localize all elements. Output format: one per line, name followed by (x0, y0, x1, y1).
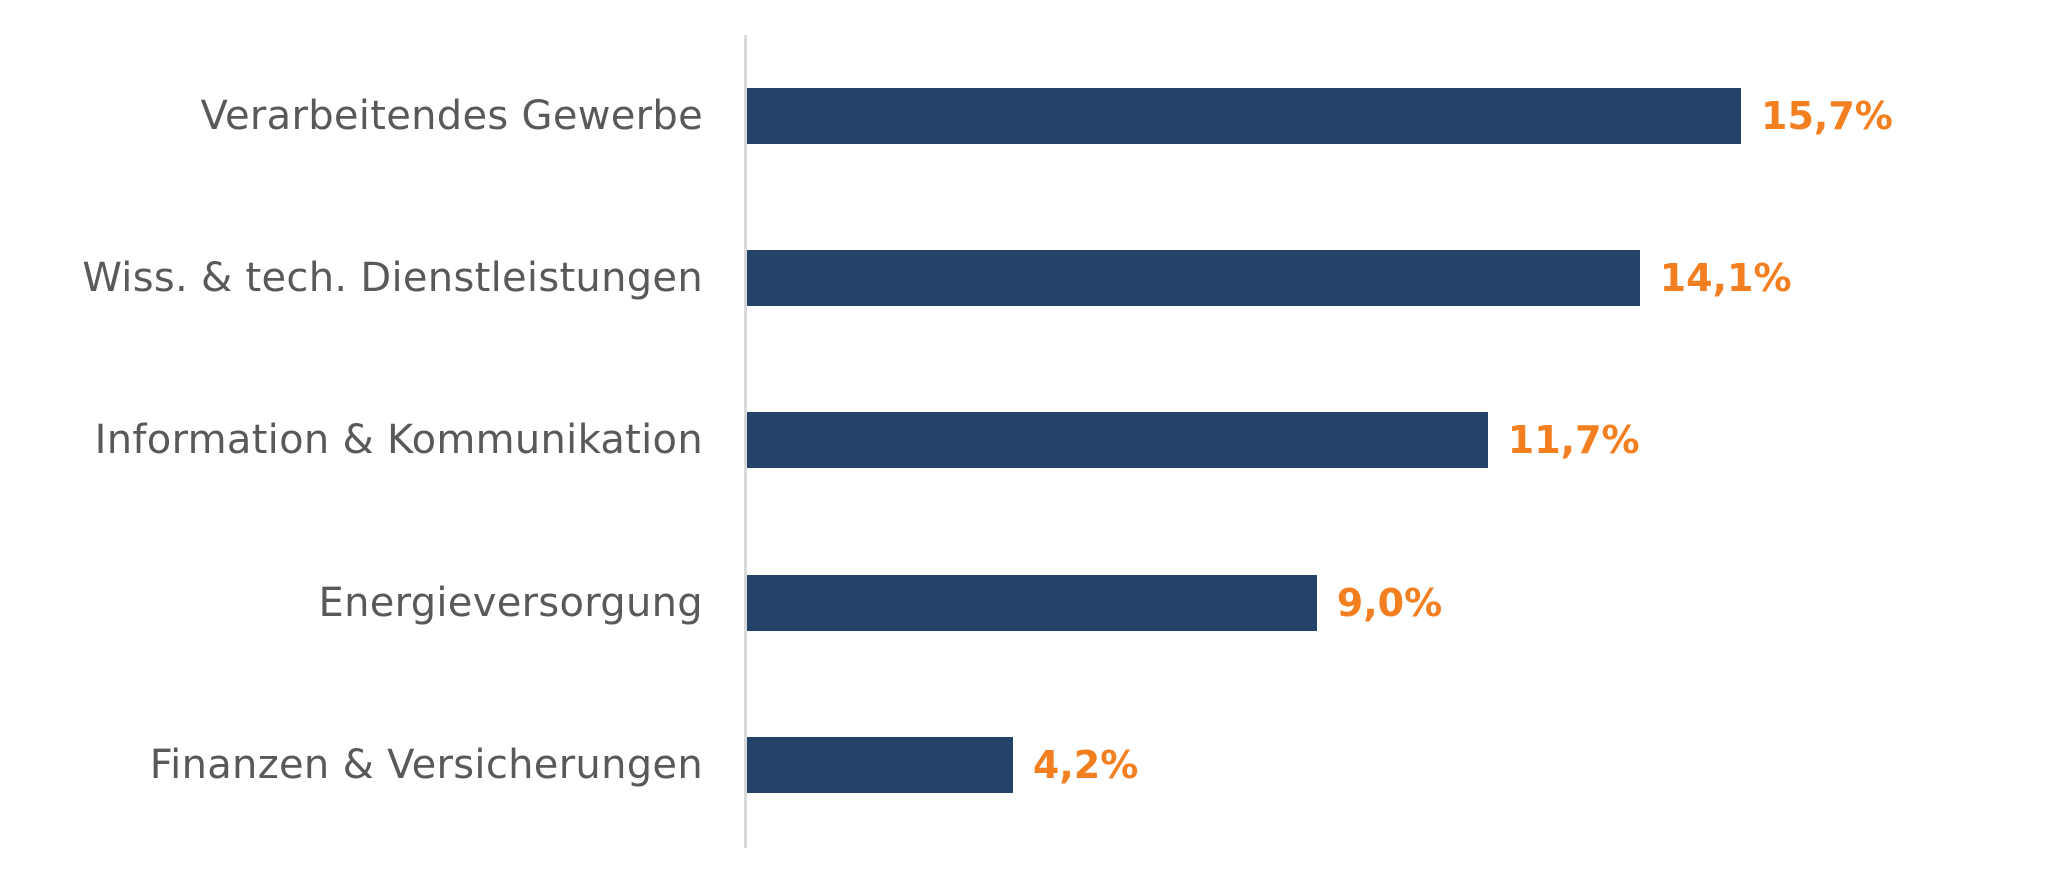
bar-row: Verarbeitendes Gewerbe 15,7% (0, 88, 2048, 144)
category-label: Energieversorgung (318, 580, 703, 626)
bar-row: Finanzen & Versicherungen 4,2% (0, 737, 2048, 793)
bar (747, 88, 1741, 144)
category-axis-line (744, 35, 747, 848)
bar (747, 412, 1488, 468)
bar (747, 737, 1013, 793)
value-label: 11,7% (1507, 418, 1640, 462)
bar-row: Information & Kommunikation 11,7% (0, 412, 2048, 468)
bar-row: Wiss. & tech. Dienstleistungen 14,1% (0, 250, 2048, 306)
value-label: 15,7% (1761, 94, 1893, 138)
bar (747, 575, 1317, 631)
value-label: 9,0% (1336, 581, 1443, 625)
bar (747, 250, 1640, 306)
bar-row: Energieversorgung 9,0% (0, 575, 2048, 631)
category-label: Verarbeitendes Gewerbe (200, 93, 703, 139)
value-label: 4,2% (1032, 743, 1139, 787)
value-label: 14,1% (1659, 256, 1792, 300)
category-label: Finanzen & Versicherungen (149, 742, 703, 788)
category-label: Information & Kommunikation (94, 417, 703, 463)
category-label: Wiss. & tech. Dienstleistungen (82, 255, 703, 301)
